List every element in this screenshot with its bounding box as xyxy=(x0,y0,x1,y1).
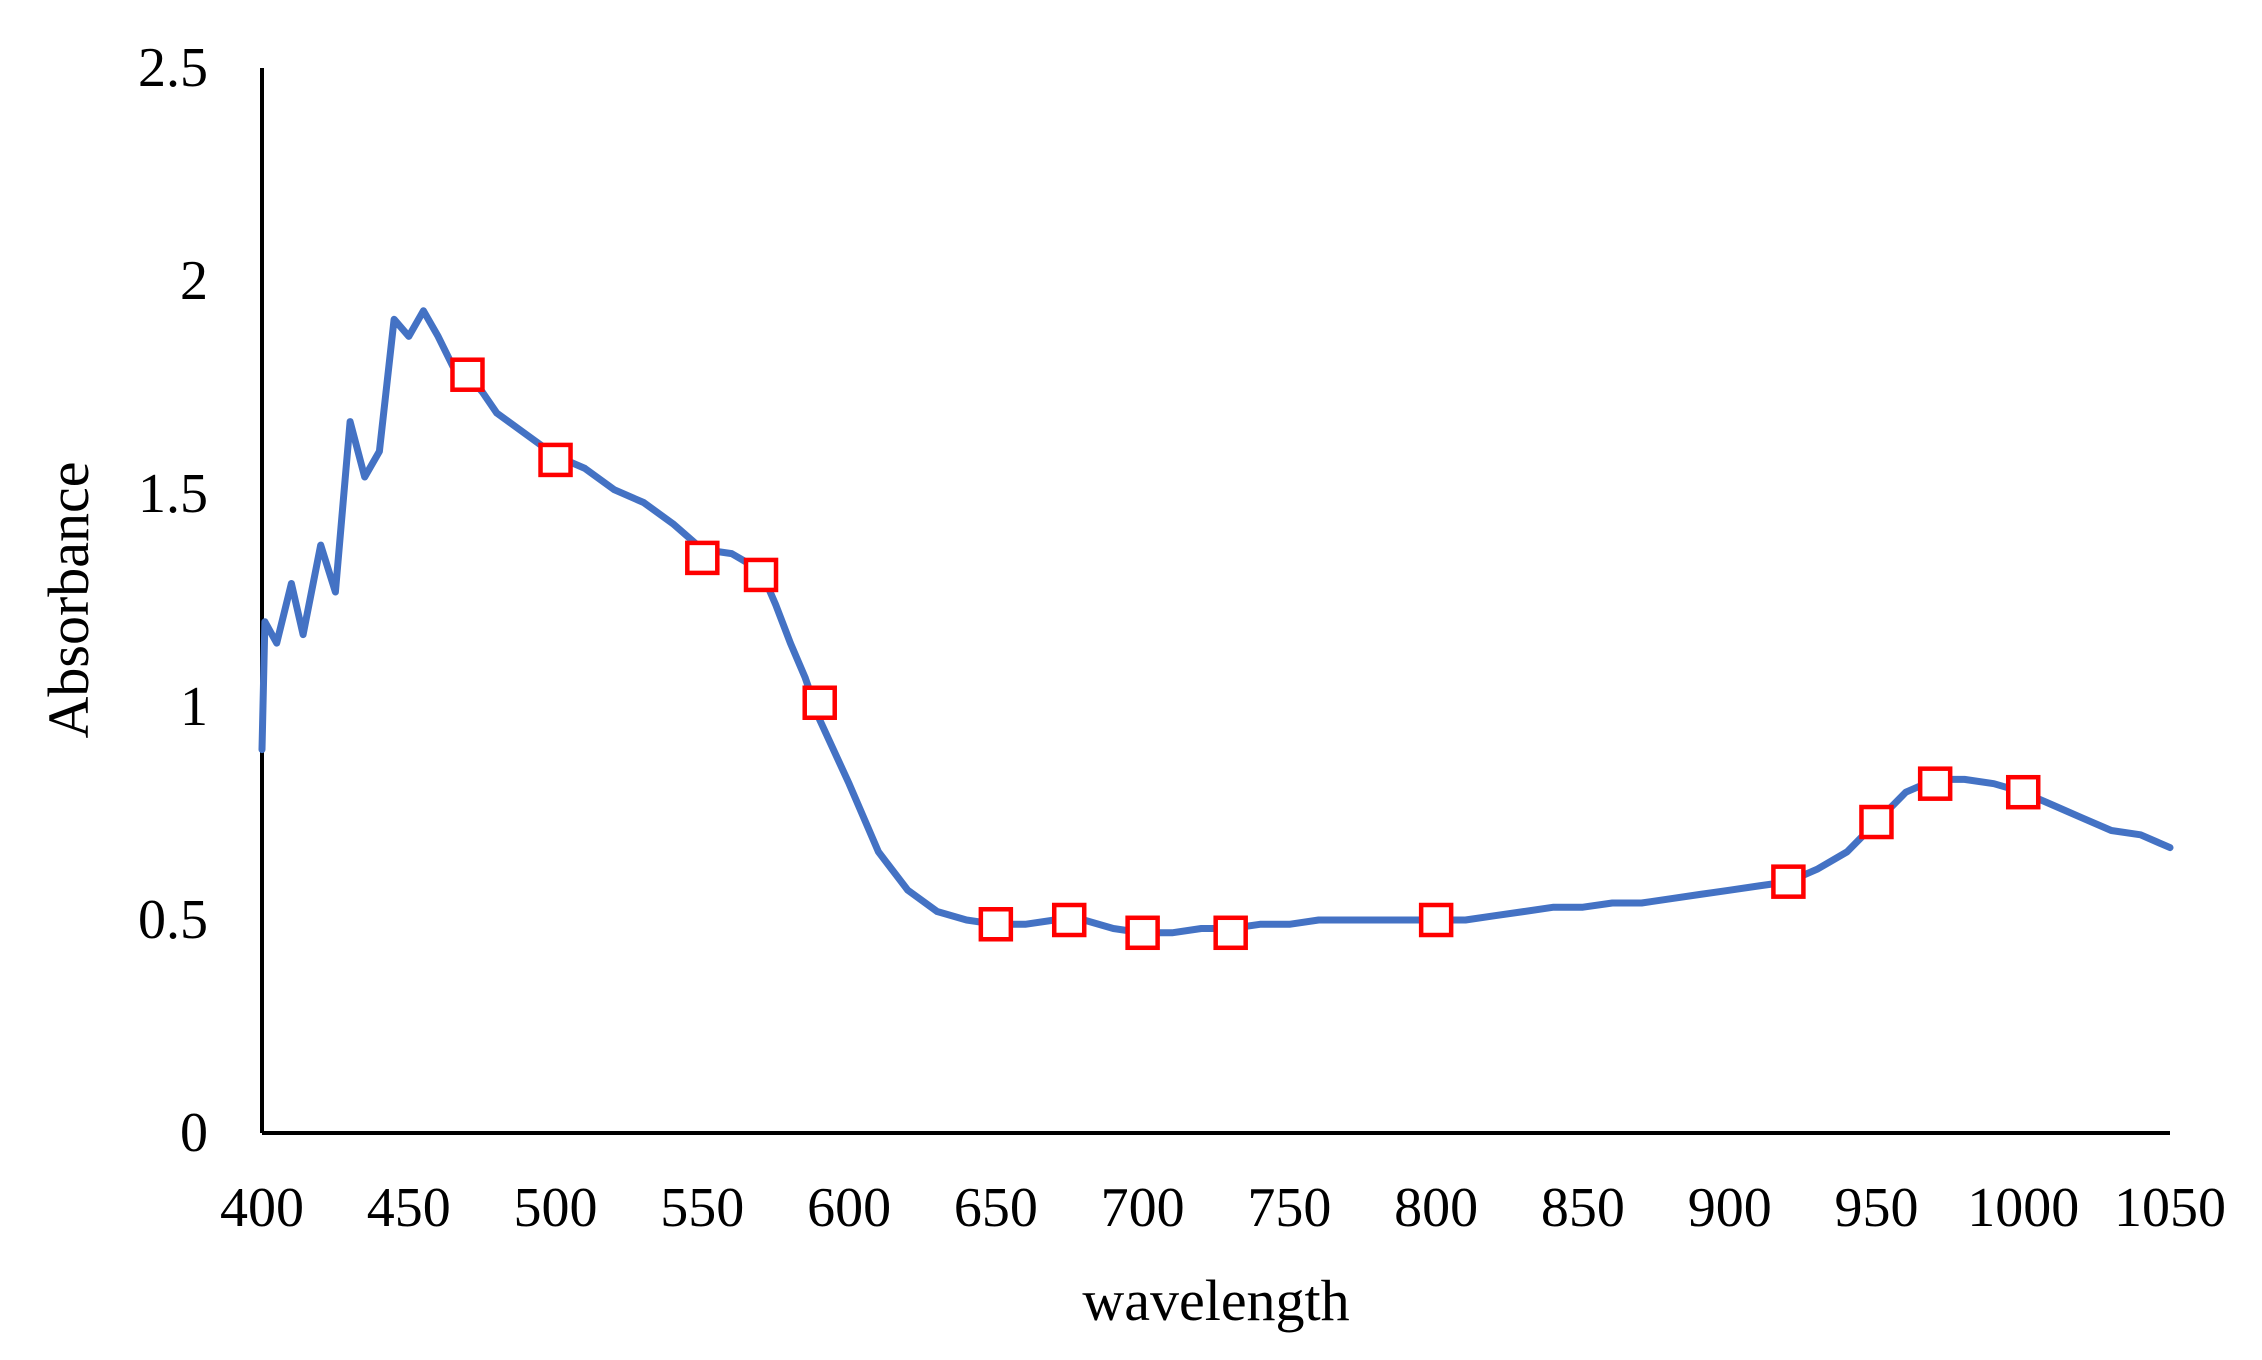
series-line xyxy=(258,307,2174,937)
x-tick-label: 900 xyxy=(1688,1177,1772,1239)
data-point-marker xyxy=(2005,774,2041,810)
x-tick-labels: 400 450 500 550 600 650 700 750 800 850 900 950 1000… xyxy=(220,1177,2226,1239)
x-tick-label: 500 xyxy=(514,1177,598,1239)
x-tick-label: 600 xyxy=(807,1177,891,1239)
y-tick-label: 2 xyxy=(180,250,208,312)
x-tick-label: 400 xyxy=(220,1177,304,1239)
x-tick-label: 950 xyxy=(1834,1177,1918,1239)
data-point-marker xyxy=(538,442,573,478)
marker-group xyxy=(450,357,2041,951)
data-point-marker xyxy=(1859,804,1894,840)
y-tick-labels: 0 0.5 1 1.5 2 2.5 xyxy=(138,37,208,1164)
x-tick-label: 700 xyxy=(1101,1177,1185,1239)
x-tick-label: 1050 xyxy=(2114,1177,2226,1239)
x-tick-label: 850 xyxy=(1541,1177,1625,1239)
y-tick-label: 2.5 xyxy=(138,37,208,99)
plot-area xyxy=(258,68,2174,1135)
data-point-marker xyxy=(978,907,1014,942)
data-point-marker xyxy=(802,685,837,720)
x-tick-label: 550 xyxy=(660,1177,744,1239)
data-point-marker xyxy=(1418,902,1454,938)
y-tick-label: 0 xyxy=(180,1102,208,1164)
y-tick-label: 0.5 xyxy=(138,889,208,951)
data-point-marker xyxy=(685,540,720,576)
x-tick-label: 800 xyxy=(1394,1177,1478,1239)
y-axis-title: Absorbance xyxy=(36,461,101,738)
data-point-marker xyxy=(1213,915,1248,951)
x-tick-label: 650 xyxy=(954,1177,1038,1239)
data-point-marker xyxy=(1125,915,1160,951)
data-point-marker xyxy=(450,357,485,392)
x-tick-label: 750 xyxy=(1247,1177,1331,1239)
y-tick-label: 1.5 xyxy=(138,463,208,525)
x-tick-label: 450 xyxy=(367,1177,451,1239)
data-point-marker xyxy=(1771,864,1806,899)
x-axis-title: wavelength xyxy=(1082,1268,1349,1333)
series-group xyxy=(258,307,2174,937)
data-point-marker xyxy=(743,557,779,593)
y-tick-label: 1 xyxy=(180,676,208,738)
data-point-marker xyxy=(1917,766,1953,801)
x-tick-label: 1000 xyxy=(1967,1177,2079,1239)
data-point-marker xyxy=(1051,902,1087,938)
